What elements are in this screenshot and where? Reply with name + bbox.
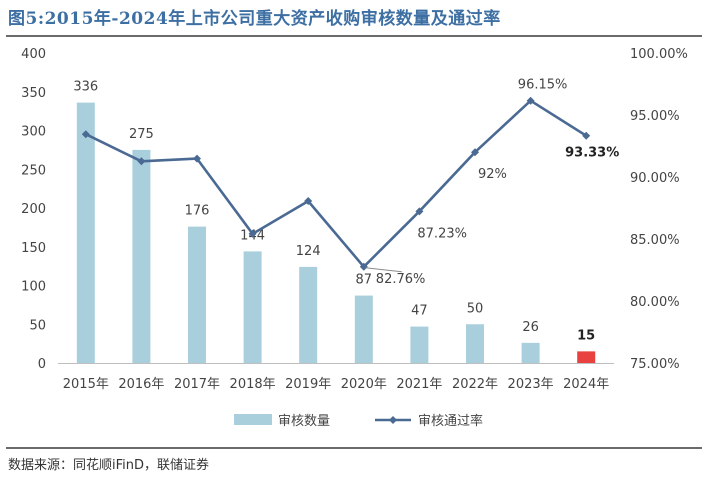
y-left-tick-label: 50 (29, 318, 46, 333)
y-right-tick-label: 95.00% (630, 109, 680, 124)
rate-label-leader (365, 267, 402, 273)
y-left-tick-label: 300 (21, 125, 46, 140)
legend-line-marker (389, 416, 397, 424)
legend-line-label: 审核通过率 (418, 413, 483, 429)
legend-bar-swatch (234, 414, 272, 425)
legend-bar-label: 审核数量 (278, 414, 330, 429)
x-tick-label: 2015年 (63, 377, 109, 392)
bar (299, 266, 318, 363)
y-right-tick-label: 85.00% (630, 233, 680, 248)
x-tick-label: 2019年 (285, 377, 331, 392)
y-left-tick-label: 250 (21, 163, 46, 178)
bar-value-label: 124 (296, 244, 321, 259)
bar (466, 324, 484, 363)
y-left-tick-label: 350 (21, 86, 46, 101)
rate-point (304, 197, 313, 206)
y-right-tick-label: 100.00% (630, 47, 688, 62)
x-tick-label: 2018年 (230, 377, 276, 392)
rate-line (85, 99, 587, 269)
rate-value-label: 96.15% (518, 78, 568, 93)
bar-value-label: 275 (129, 127, 154, 142)
y-right-tick-label: 75.00% (630, 357, 680, 372)
source-note: 数据来源：同花顺iFinD，联储证券 (8, 458, 210, 473)
y-left-tick-label: 100 (21, 280, 46, 295)
rate-point (359, 262, 368, 271)
bar (76, 102, 95, 363)
y-right-tick-label: 90.00% (630, 171, 680, 186)
bar (521, 342, 540, 363)
x-tick-label: 2021年 (396, 377, 442, 392)
y-left-tick-label: 150 (21, 241, 46, 256)
rate-point (248, 229, 257, 238)
figure-title: 图5:2015年-2024年上市公司重大资产收购审核数量及通过率 (8, 9, 501, 29)
x-tick-label: 2024年 (563, 377, 609, 392)
bar-value-label: 47 (411, 304, 428, 319)
bar (410, 326, 429, 363)
y-left-tick-label: 0 (38, 357, 46, 372)
bar-value-label: 15 (577, 328, 595, 343)
rate-value-label: 93.33% (565, 146, 619, 161)
y-right-tick-label: 80.00% (630, 295, 680, 310)
bar (354, 295, 373, 363)
bar-value-label: 50 (467, 301, 484, 316)
rate-value-label: 87.23% (417, 226, 467, 241)
rate-point (582, 131, 591, 140)
chart: 0 50 100 150 200 250 300 350 400 75.00% 80.00% 85.0… (21, 47, 688, 429)
rate-value-label: 92% (478, 167, 507, 182)
bar (188, 226, 206, 363)
rate-point (471, 148, 479, 157)
x-tick-label: 2023年 (508, 377, 554, 392)
x-tick-label: 2022年 (452, 377, 498, 392)
x-tick-label: 2017年 (174, 377, 220, 392)
x-tick-label: 2016年 (118, 377, 164, 392)
x-tick-label: 2020年 (341, 377, 387, 392)
rate-point (415, 207, 424, 216)
bottom-rule (6, 447, 702, 449)
bar-value-label: 26 (522, 320, 539, 335)
bar (243, 251, 262, 363)
rate-value-label: 82.76% (376, 272, 426, 287)
y-left-tick-label: 400 (21, 47, 46, 62)
rate-point (193, 154, 201, 163)
bar-value-label: 336 (73, 80, 98, 95)
rate-point (526, 96, 535, 105)
top-rule (6, 35, 702, 37)
bar (577, 351, 596, 363)
bar-value-label: 176 (185, 204, 210, 219)
rate-point (81, 130, 90, 139)
rate-point (137, 157, 146, 166)
y-left-tick-label: 200 (21, 202, 46, 217)
bar (132, 149, 151, 363)
bar-value-label: 87 (356, 273, 373, 288)
